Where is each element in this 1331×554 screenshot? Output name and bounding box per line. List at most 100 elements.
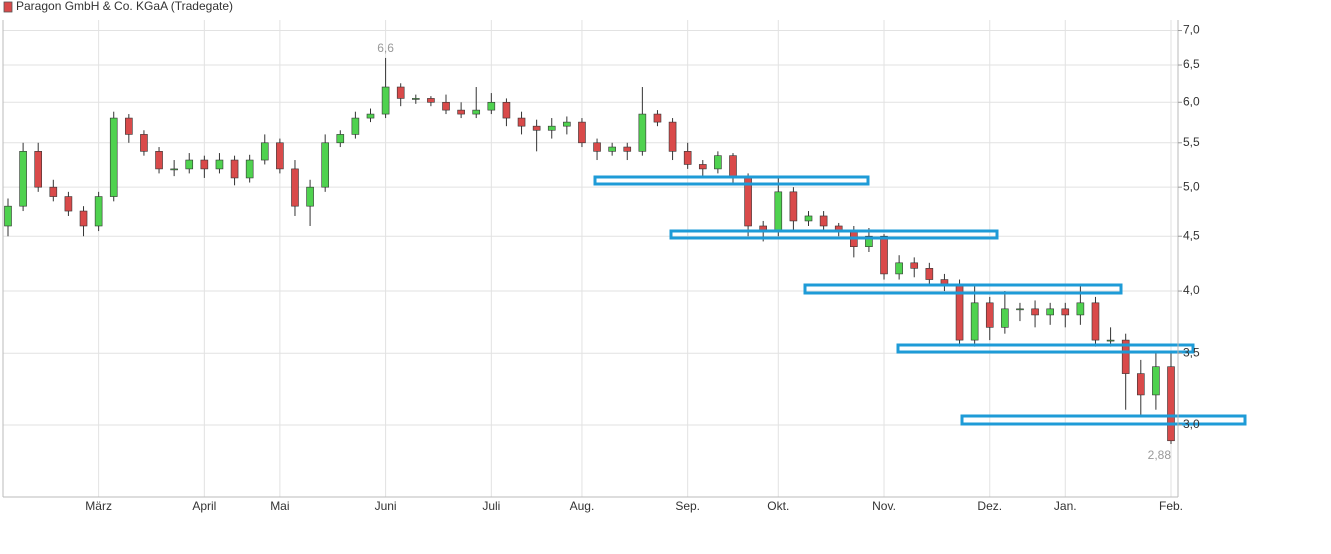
candle-body [895, 262, 903, 275]
candle-body [970, 302, 979, 341]
candle-body [865, 235, 873, 247]
x-tick-label: Sep. [675, 499, 700, 513]
candle-body [487, 101, 496, 111]
candle-body [351, 117, 360, 135]
zone [593, 175, 870, 186]
candle-body [291, 168, 299, 207]
y-tick-label: 5,0 [1183, 179, 1200, 193]
x-tick-label: Okt. [767, 499, 789, 513]
candle-body [49, 186, 58, 197]
candle-body [1136, 373, 1145, 396]
candle-body [245, 159, 254, 179]
candle-body [396, 86, 405, 99]
y-tick-label: 6,0 [1183, 94, 1200, 108]
x-tick-label: Aug. [570, 499, 595, 513]
candle-body [1091, 302, 1100, 341]
y-tick-label: 6,5 [1183, 57, 1200, 71]
candle-body [109, 117, 118, 197]
candle-body [714, 155, 722, 170]
candle-body [427, 98, 435, 103]
candle-body [1121, 339, 1130, 374]
candle-body [729, 155, 737, 179]
candle-body [125, 117, 133, 135]
candle-body [623, 146, 632, 152]
annotation: 2,88 [1148, 448, 1172, 462]
annotation: 6,6 [377, 41, 394, 55]
candles [4, 57, 1175, 444]
candle-body [578, 121, 586, 144]
candle-body [276, 142, 284, 170]
candle-body [1106, 339, 1115, 342]
candle-body [985, 302, 994, 328]
candle-body [94, 196, 103, 227]
candle-body [547, 125, 556, 131]
y-tick-label: 7,0 [1183, 23, 1200, 37]
candle-body [1167, 366, 1175, 442]
y-tick-label: 4,0 [1183, 283, 1200, 297]
zone [669, 229, 999, 240]
candle-body [668, 121, 677, 152]
x-tick-label: Juli [482, 499, 500, 513]
candle-body [1061, 308, 1070, 316]
candle-body [185, 159, 194, 170]
legend-swatch [3, 1, 13, 13]
candle-body [336, 134, 345, 144]
candle-body [925, 268, 934, 280]
candle-body [64, 196, 73, 212]
candle-body [532, 125, 541, 131]
x-tick-label: Mai [270, 499, 289, 513]
x-tick-label: Dez. [977, 499, 1002, 513]
candle-body [381, 86, 390, 115]
candle-body [19, 151, 27, 207]
candle-body [215, 159, 224, 170]
candle-body [653, 113, 662, 123]
y-tick-label: 3,5 [1183, 345, 1200, 359]
candle-body [1001, 308, 1009, 328]
x-tick-label: Jan. [1054, 499, 1077, 513]
candle-body [170, 168, 178, 171]
candle-body [608, 146, 616, 152]
candle-body [593, 142, 601, 152]
x-tick-label: März [85, 499, 112, 513]
candle-body [321, 142, 329, 188]
candle-body [412, 98, 420, 100]
candle-body [34, 151, 43, 188]
candle-body [155, 151, 163, 170]
candle-body [260, 142, 269, 161]
candle-body [472, 109, 481, 115]
candle-body [200, 159, 209, 170]
candle-body [517, 117, 526, 127]
candle-body [457, 109, 465, 115]
candle-body [804, 215, 813, 222]
candle-body [1152, 366, 1160, 396]
candle-body [774, 191, 783, 232]
candle-body [230, 159, 239, 179]
candle-body [638, 113, 647, 152]
candle-body [698, 164, 707, 170]
x-tick-label: Nov. [872, 499, 896, 513]
candle-body [79, 210, 88, 227]
zone [896, 343, 1195, 354]
candle-body [1076, 302, 1085, 316]
candle-body [819, 215, 828, 227]
zone [960, 414, 1247, 426]
y-tick-label: 5,5 [1183, 135, 1200, 149]
candle-body [442, 101, 450, 111]
legend-label: Paragon GmbH & Co. KGaA (Tradegate) [16, 0, 233, 13]
candle-body [789, 191, 798, 222]
y-tick-label: 4,5 [1183, 228, 1200, 242]
candle-body [880, 235, 888, 275]
candle-body [1046, 308, 1054, 316]
support-zones [593, 175, 1247, 426]
x-tick-label: Juni [375, 499, 397, 513]
candle-body [306, 186, 314, 207]
candle-body [910, 262, 919, 269]
candle-body [502, 101, 511, 119]
candle-body [4, 205, 12, 227]
candle-body [563, 121, 571, 127]
y-tick-label: 3,0 [1183, 417, 1200, 431]
candle-body [366, 113, 375, 119]
x-tick-label: Feb. [1159, 499, 1183, 513]
